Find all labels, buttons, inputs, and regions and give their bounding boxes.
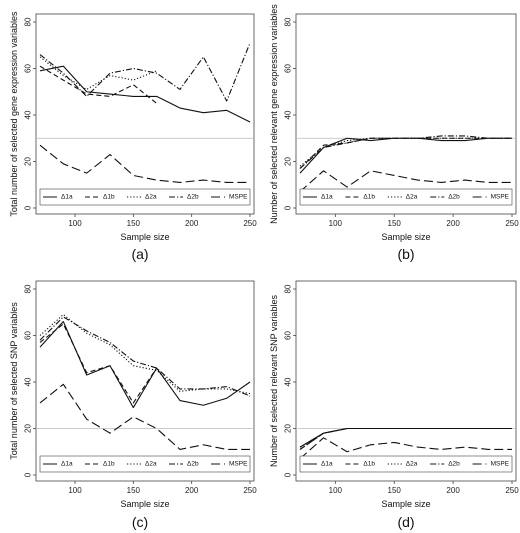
- series-line-delta-2a: [299, 137, 512, 167]
- x-tick-label: 200: [446, 219, 460, 228]
- y-tick-label: 80: [284, 17, 293, 26]
- x-tick-label: 200: [185, 219, 199, 228]
- series-line-delta-1a: [299, 137, 512, 174]
- x-tick-label: 150: [388, 486, 402, 495]
- plot-frame: [35, 13, 255, 215]
- legend-label-delta-1a: Δ1a: [321, 194, 333, 201]
- panel-0: 0 20 40 60 80 100 150 200 250 Sample size Total nu…: [9, 11, 257, 262]
- x-tick-label: 150: [127, 219, 141, 228]
- y-tick-label: 60: [284, 64, 293, 73]
- panel-caption: (c): [132, 514, 148, 530]
- legend-label-delta-1a: Δ1a: [61, 194, 73, 201]
- x-tick-label: 250: [505, 486, 519, 495]
- panel-2: 0 20 40 60 80 100 150 200 250 Sample size Total nu…: [9, 280, 257, 530]
- series-line-delta-1a: [39, 65, 251, 123]
- x-tick-label: 150: [127, 486, 141, 495]
- legend-label-mspe: MSPE: [229, 194, 248, 201]
- y-tick-label: 80: [284, 284, 293, 293]
- x-tick-label: 100: [329, 486, 343, 495]
- series-line-delta-2a: [39, 314, 251, 395]
- legend-label-delta-2b: Δ2b: [448, 194, 460, 201]
- legend-label-delta-2b: Δ2b: [187, 194, 199, 201]
- panel-3: 0 20 40 60 80 100 150 200 250 Sample size Number o…: [269, 280, 519, 530]
- series-line-delta-1b: [39, 65, 158, 104]
- y-tick-label: 0: [284, 472, 293, 477]
- panel-caption: (d): [397, 514, 414, 530]
- x-axis-label: Sample size: [120, 499, 169, 509]
- legend-label-mspe: MSPE: [491, 194, 510, 201]
- series-line-delta-2b: [299, 427, 512, 450]
- x-tick-label: 250: [243, 486, 257, 495]
- series-line-mspe: [299, 170, 512, 193]
- series-line-mspe: [39, 383, 250, 450]
- legend-label-delta-1b: Δ1b: [363, 194, 375, 201]
- x-tick-label: 150: [388, 219, 402, 228]
- y-tick-label: 60: [24, 331, 33, 340]
- panel-caption: (a): [131, 246, 148, 262]
- x-tick-label: 200: [446, 486, 460, 495]
- x-axis-label: Sample size: [381, 232, 430, 242]
- y-tick-label: 40: [24, 110, 33, 119]
- x-axis-label: Sample size: [381, 499, 430, 509]
- y-tick-label: 80: [24, 284, 33, 293]
- legend-label-delta-1b: Δ1b: [103, 194, 115, 201]
- y-tick-label: 40: [284, 110, 293, 119]
- legend-box: [39, 455, 251, 473]
- legend-label-delta-1a: Δ1a: [321, 461, 333, 468]
- y-axis-label: Number of selected relevant gene express…: [269, 4, 279, 224]
- y-axis-label: Number of selected relevant SNP variable…: [269, 295, 279, 467]
- plot-frame: [295, 13, 517, 215]
- y-tick-label: 20: [24, 424, 33, 433]
- legend-label-delta-2a: Δ2a: [145, 461, 157, 468]
- legend-label-delta-2b: Δ2b: [187, 461, 199, 468]
- legend-label-delta-2a: Δ2a: [145, 194, 157, 201]
- y-tick-label: 0: [24, 472, 33, 477]
- panel-1: 0 20 40 60 80 100 150 200 250 Sample size Number o…: [269, 4, 519, 262]
- x-tick-label: 100: [68, 219, 82, 228]
- x-tick-label: 250: [243, 219, 257, 228]
- series-line-delta-2b: [39, 42, 251, 102]
- series-line-delta-2b: [39, 316, 251, 397]
- y-tick-label: 40: [284, 377, 293, 386]
- legend-label-mspe: MSPE: [491, 461, 510, 468]
- y-tick-label: 20: [284, 157, 293, 166]
- legend-box: [299, 455, 513, 473]
- y-axis-label: Total number of selected gene expression…: [9, 11, 19, 217]
- legend-label-delta-1a: Δ1a: [61, 461, 73, 468]
- y-tick-label: 60: [24, 64, 33, 73]
- series-line-delta-2a: [39, 56, 157, 90]
- x-axis-label: Sample size: [120, 232, 169, 242]
- series-line-delta-2b: [299, 135, 512, 169]
- y-tick-label: 0: [24, 205, 33, 210]
- legend-label-mspe: MSPE: [229, 461, 248, 468]
- y-tick-label: 20: [284, 424, 293, 433]
- series-line-delta-2a: [299, 427, 512, 448]
- legend-box: [299, 188, 513, 206]
- legend-label-delta-2a: Δ2a: [406, 194, 418, 201]
- y-tick-label: 60: [284, 331, 293, 340]
- x-tick-label: 200: [185, 486, 199, 495]
- plot-frame: [35, 280, 255, 482]
- y-axis-label: Total number of selected SNP variables: [9, 302, 19, 460]
- legend-label-delta-1b: Δ1b: [103, 461, 115, 468]
- series-line-mspe: [39, 144, 250, 183]
- x-tick-label: 100: [68, 486, 82, 495]
- legend-label-delta-1b: Δ1b: [363, 461, 375, 468]
- x-tick-label: 250: [505, 219, 519, 228]
- series-line-delta-1b: [299, 137, 512, 169]
- x-tick-label: 100: [329, 219, 343, 228]
- series-line-delta-1b: [39, 323, 158, 404]
- y-tick-label: 40: [24, 377, 33, 386]
- panel-caption: (b): [397, 246, 414, 262]
- y-tick-label: 20: [24, 157, 33, 166]
- y-tick-label: 0: [284, 205, 293, 210]
- legend-label-delta-2b: Δ2b: [448, 461, 460, 468]
- series-line-mspe: [299, 437, 512, 460]
- legend-box: [39, 188, 251, 206]
- legend-label-delta-2a: Δ2a: [406, 461, 418, 468]
- plot-frame: [295, 280, 517, 482]
- y-tick-label: 80: [24, 17, 33, 26]
